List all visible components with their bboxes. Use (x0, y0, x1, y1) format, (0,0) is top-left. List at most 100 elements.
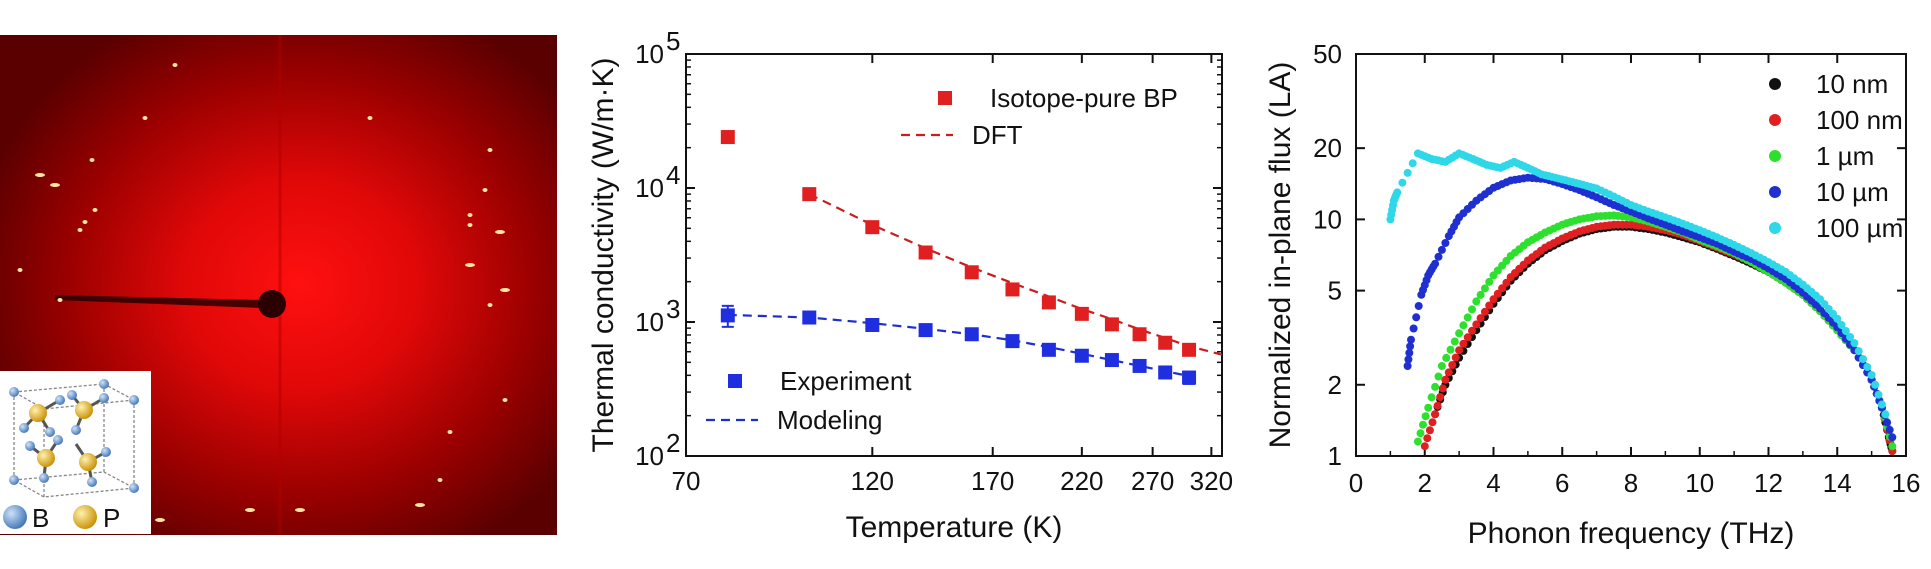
data-point (865, 317, 880, 332)
x-tick-label: 70 (672, 466, 701, 496)
x-tick-label: 14 (1823, 468, 1852, 498)
data-point (1434, 252, 1443, 261)
data-point (1451, 353, 1460, 362)
data-point (1448, 361, 1457, 369)
chart-c-y-label: Normalized in-plane flux (LA) (1264, 62, 1297, 449)
inset-legend: B P (3, 503, 120, 533)
diffraction-spot (467, 223, 473, 227)
data-point (1398, 178, 1407, 187)
y-tick-exponent: 3 (666, 294, 680, 324)
diffraction-spot (77, 228, 83, 232)
legend-label: 100 µm (1816, 213, 1903, 243)
data-point (1403, 168, 1412, 177)
crystal-inset: B P (0, 371, 151, 534)
data-point (1182, 370, 1197, 385)
data-point (1442, 353, 1451, 362)
data-point (1441, 375, 1450, 384)
chart-b-legend: Isotope-pure BP DFT Experiment Modeling (706, 83, 1178, 435)
data-point (1463, 333, 1472, 342)
legend-label: DFT (972, 120, 1023, 150)
data-point (1423, 434, 1432, 443)
chart-b-frame (685, 53, 1223, 457)
y-tick-label: 50 (1313, 39, 1342, 69)
data-point (1885, 425, 1894, 434)
data-point (1502, 278, 1511, 287)
data-point (1416, 429, 1425, 438)
diffraction-spot (142, 116, 148, 120)
data-point (1436, 393, 1445, 401)
diffraction-spot (437, 478, 443, 482)
x-tick-label: 4 (1486, 468, 1500, 498)
data-point (1480, 307, 1489, 316)
data-point (1438, 384, 1447, 393)
y-tick-exponent: 2 (666, 428, 680, 458)
x-tick-label: 12 (1754, 468, 1783, 498)
chart-c-x-label: Phonon frequency (THz) (1468, 517, 1795, 550)
data-point (720, 308, 735, 323)
data-point (1413, 437, 1422, 446)
diffraction-spot (172, 63, 178, 67)
data-point (1158, 365, 1173, 380)
unit-cell (11, 383, 137, 498)
x-tick-label: 0 (1349, 468, 1363, 498)
data-point (1005, 282, 1020, 297)
diffraction-spot (35, 173, 45, 177)
diffraction-spot (367, 116, 373, 120)
diffraction-spot (447, 430, 453, 434)
data-point (1425, 426, 1434, 435)
data-point (918, 323, 933, 338)
data-point (1485, 277, 1494, 286)
legend-label: 1 µm (1816, 141, 1874, 171)
diffraction-spot (17, 268, 23, 272)
data-point (964, 327, 979, 342)
beam-stop (258, 290, 286, 318)
y-tick-label: 20 (1313, 133, 1342, 163)
y-tick-label: 1 (1328, 441, 1342, 471)
diffraction-spot (415, 503, 425, 507)
data-point (1005, 334, 1020, 349)
phosphorus-atoms (29, 401, 97, 471)
data-point (1431, 382, 1440, 391)
x-tick-label: 10 (1685, 468, 1714, 498)
data-point (1854, 347, 1863, 356)
data-point (1433, 401, 1442, 410)
chart-b-points (720, 130, 1197, 385)
data-point (1419, 420, 1427, 429)
data-point (1409, 324, 1418, 333)
series-line-dft (808, 193, 1223, 356)
data-point (1881, 410, 1890, 419)
diffraction-spot (295, 508, 305, 512)
data-point (1446, 345, 1455, 354)
diffraction-spot (82, 220, 88, 224)
diffraction-panel: B P (0, 35, 557, 535)
diffraction-spot (487, 148, 493, 152)
y-tick-label: 10 (635, 307, 664, 337)
data-point (1041, 342, 1056, 357)
x-tick-label: 170 (971, 466, 1014, 496)
legend-label: Modeling (777, 405, 883, 435)
y-tick-label: 2 (1328, 370, 1342, 400)
legend-marker (728, 374, 742, 388)
data-point (1074, 306, 1089, 321)
data-point (1498, 284, 1507, 293)
data-point (1450, 337, 1459, 346)
data-point (1476, 290, 1485, 299)
x-tick-label: 270 (1131, 466, 1174, 496)
y-tick-exponent: 5 (666, 26, 680, 56)
data-point (865, 220, 880, 235)
data-point (1412, 313, 1421, 322)
x-tick-label: 8 (1624, 468, 1638, 498)
diffraction-spot (89, 158, 95, 162)
legend-label: 10 nm (1816, 69, 1888, 99)
data-point (1468, 305, 1476, 314)
data-point (1393, 188, 1402, 197)
data-point (1468, 326, 1476, 335)
data-point (1132, 327, 1147, 342)
legend-label: 100 nm (1816, 105, 1903, 135)
y-tick-label: 5 (1328, 276, 1342, 306)
chart-c-points (1386, 149, 1897, 455)
data-point (802, 187, 817, 202)
